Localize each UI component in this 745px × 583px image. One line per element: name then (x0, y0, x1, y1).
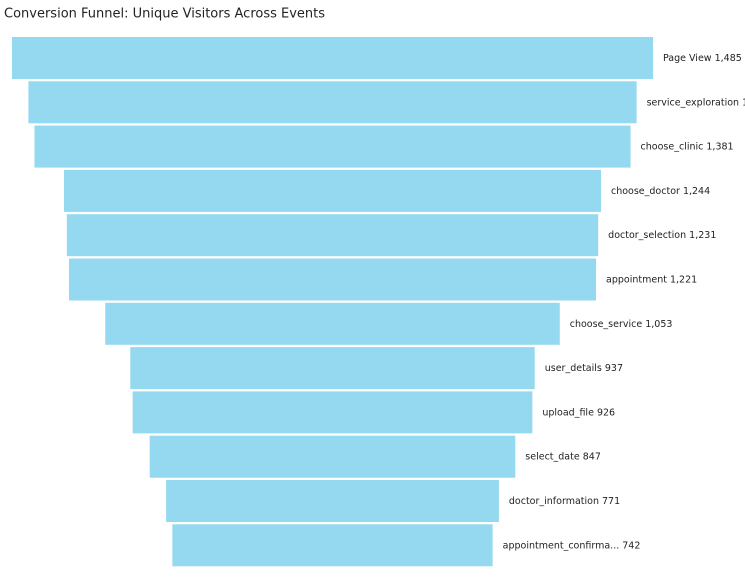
value-label: 1,485 (715, 53, 742, 64)
category-label: choose_clinic (641, 141, 704, 152)
category-label: service_exploration (647, 97, 740, 108)
category-label: Page View (663, 53, 712, 64)
bar-label: choose_doctor 1,244 (611, 185, 710, 196)
category-label: appointment_confirma... (503, 540, 620, 551)
funnel-bar (105, 302, 560, 345)
bar-label: choose_service 1,053 (570, 318, 673, 329)
value-label: 1,221 (670, 274, 697, 285)
bar-label: appointment_confirma... 742 (503, 540, 641, 551)
value-label: 926 (597, 407, 615, 418)
bar-label: service_exploration 1,409 (647, 97, 745, 108)
bar-label: choose_clinic 1,381 (641, 141, 734, 152)
funnel-bar (12, 37, 653, 79)
funnel-bar (149, 435, 516, 478)
chart-title: Conversion Funnel: Unique Visitors Acros… (4, 7, 325, 22)
funnel-bar (34, 125, 631, 168)
bar-label: doctor_selection 1,231 (608, 230, 716, 241)
category-label: appointment (606, 274, 667, 285)
value-label: 1,381 (706, 141, 733, 152)
value-label: 742 (622, 540, 640, 551)
funnel-bar (28, 81, 637, 124)
category-label: choose_service (570, 318, 643, 329)
category-label: upload_file (542, 407, 594, 418)
funnel-bar (172, 524, 493, 567)
value-label: 771 (602, 496, 620, 507)
value-label: 1,053 (645, 318, 672, 329)
category-label: doctor_information (509, 496, 599, 507)
value-label: 1,244 (683, 185, 710, 196)
funnel-bar (166, 480, 499, 522)
bar-label: user_details 937 (545, 363, 623, 374)
category-label: choose_doctor (611, 185, 680, 196)
funnel-bar (130, 347, 535, 390)
category-label: select_date (525, 451, 580, 462)
bar-label: appointment 1,221 (606, 274, 697, 285)
value-label: 1,409 (742, 97, 745, 108)
value-label: 937 (605, 363, 623, 374)
bar-label: upload_file 926 (542, 407, 615, 418)
value-label: 847 (583, 451, 601, 462)
category-label: doctor_selection (608, 230, 686, 241)
funnel-bar (68, 258, 597, 301)
category-label: user_details (545, 363, 602, 374)
bar-label: doctor_information 771 (509, 496, 620, 507)
funnel-bar (132, 391, 533, 434)
funnel-bar (64, 169, 601, 212)
funnel-bar (66, 214, 599, 257)
bar-label: Page View 1,485 (663, 53, 742, 64)
bar-label: select_date 847 (525, 451, 601, 462)
value-label: 1,231 (689, 230, 716, 241)
